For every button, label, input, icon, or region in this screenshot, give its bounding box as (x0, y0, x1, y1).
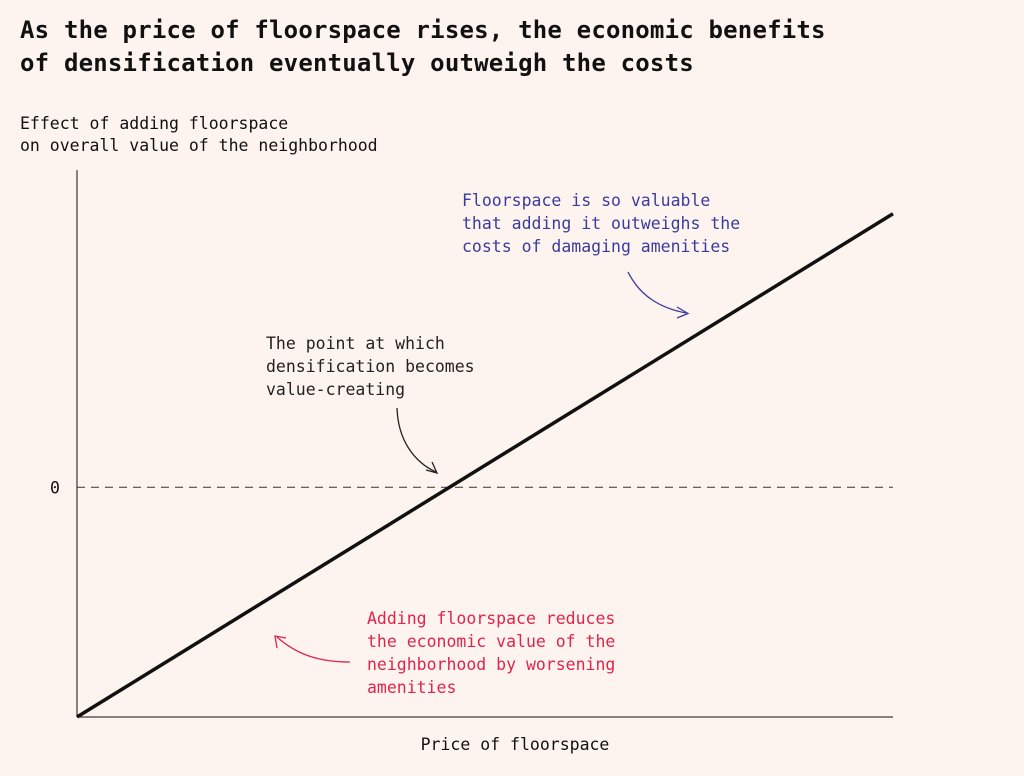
annotation-crossing-line-3: value-creating (266, 380, 405, 399)
annotation-negative-arrow (276, 636, 351, 663)
annotation-positive-arrow (627, 271, 687, 314)
annotation-negative-line-2: the economic value of the (367, 632, 615, 651)
y-tick-label-zero: 0 (50, 478, 60, 497)
annotation-crossing: The point at which densification becomes… (266, 334, 485, 399)
series-line (76, 212, 894, 719)
y-axis-label: Effect of adding floorspace on overall v… (20, 113, 378, 157)
annotation-positive-line-3: costs of damaging amenities (462, 237, 730, 256)
chart-title-line-2: of densification eventually outweigh the… (20, 49, 694, 77)
chart-title-line-1: As the price of floorspace rises, the ec… (20, 16, 826, 44)
annotation-positive: Floorspace is so valuable that adding it… (462, 191, 750, 256)
annotation-negative-line-3: neighborhood by worsening (367, 655, 615, 674)
y-axis-label-line-1: Effect of adding floorspace (20, 114, 289, 133)
annotation-positive-line-1: Floorspace is so valuable (462, 191, 710, 210)
annotation-positive-arrowhead (676, 306, 690, 319)
annotation-negative-line-4: amenities (367, 678, 456, 697)
x-axis-label: Price of floorspace (421, 735, 610, 754)
annotation-negative: Adding floorspace reduces the economic v… (367, 609, 625, 697)
annotation-crossing-line-1: The point at which (266, 334, 445, 353)
chart-title: As the price of floorspace rises, the ec… (20, 14, 1010, 80)
annotation-negative-line-1: Adding floorspace reduces (367, 609, 615, 628)
annotation-negative-arrowhead (274, 635, 287, 649)
annotation-crossing-line-2: densification becomes (266, 357, 475, 376)
annotation-crossing-arrow (396, 407, 437, 473)
annotation-crossing-arrowhead (425, 461, 439, 474)
y-axis-label-line-2: on overall value of the neighborhood (20, 136, 378, 155)
annotation-positive-line-2: that adding it outweighs the (462, 214, 740, 233)
